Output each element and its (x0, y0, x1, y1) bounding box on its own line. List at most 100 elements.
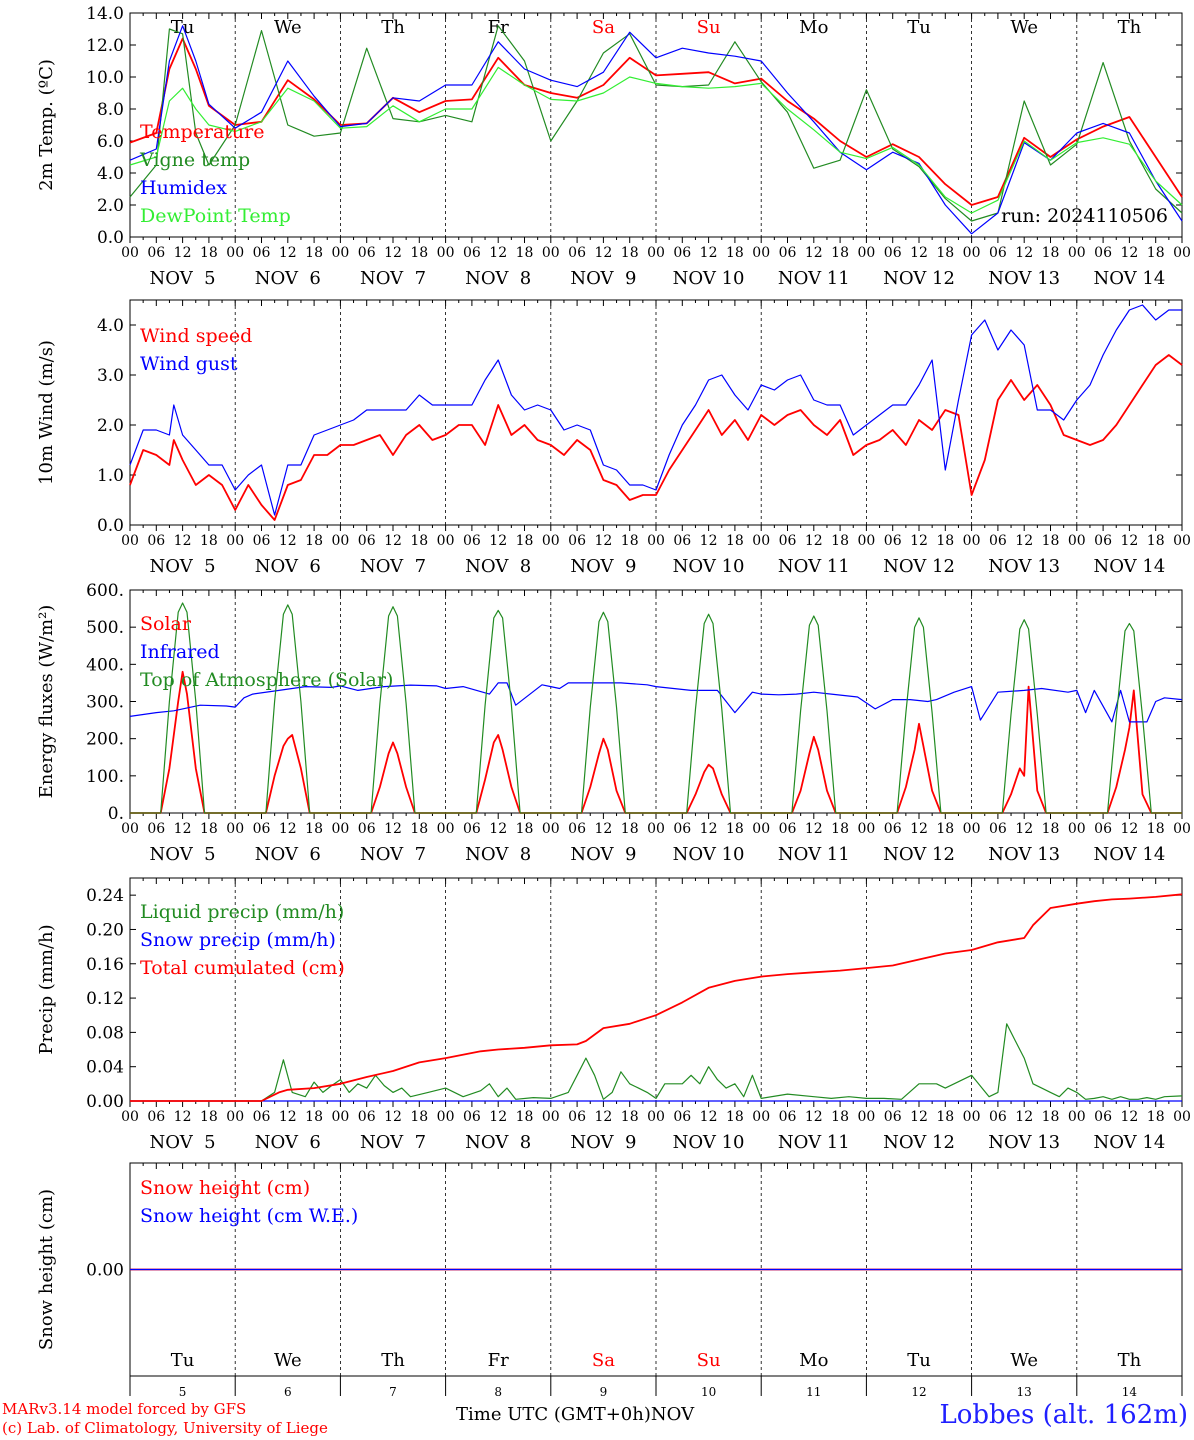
hour-tick-label: 00 (752, 245, 770, 261)
date-label: NOV 5 (150, 268, 216, 289)
hour-tick-label: 06 (253, 821, 271, 837)
date-label: NOV 12 (883, 844, 955, 865)
date-label: NOV 13 (988, 556, 1060, 577)
hour-tick-label: 06 (779, 245, 797, 261)
panel-wind: 00 06 12 18 00 06 12 18 00 06 12 18 00 06 12 18 00 06 12 18… (36, 299, 1191, 577)
hour-tick-label: 12 (805, 533, 823, 549)
hour-tick-label: 06 (568, 533, 586, 549)
day-number: 11 (806, 1385, 821, 1399)
hour-tick-label: 06 (673, 533, 691, 549)
date-label: NOV 13 (988, 268, 1060, 289)
date-label: NOV 5 (150, 844, 216, 865)
hour-tick-label: 00 (647, 821, 665, 837)
y-tick-label: 600. (86, 581, 124, 601)
hour-tick-label: 00 (963, 245, 981, 261)
hour-tick-label: 06 (673, 1109, 691, 1125)
y-tick-label: 0. (108, 804, 124, 824)
y-tick-label: 0.08 (86, 1023, 124, 1043)
hour-tick-label: 18 (516, 1109, 534, 1125)
day-number: 8 (494, 1385, 502, 1399)
hour-tick-label: 12 (700, 1109, 718, 1125)
y-tick-label: 0.16 (86, 955, 124, 975)
hour-tick-label: 06 (463, 533, 481, 549)
date-label: NOV 14 (1093, 1132, 1165, 1153)
y-tick-label: 6.0 (97, 132, 124, 152)
date-label: NOV 9 (570, 1132, 636, 1153)
hour-tick-label: 06 (463, 1109, 481, 1125)
hour-tick-label: 12 (279, 1109, 297, 1125)
hour-tick-label: 18 (726, 533, 744, 549)
date-label: NOV 14 (1093, 268, 1165, 289)
day-name: We (1010, 17, 1038, 38)
hour-tick-label: 06 (1094, 821, 1112, 837)
hour-tick-label: 12 (384, 821, 402, 837)
station-label: Lobbes (alt. 162m) (939, 1400, 1188, 1430)
y-axis-label: 10m Wind (m/s) (36, 340, 57, 485)
hour-tick-label: 00 (542, 1109, 560, 1125)
hour-tick-label: 18 (621, 245, 639, 261)
legend-entry: Wind speed (140, 325, 252, 347)
hour-tick-label: 18 (1147, 821, 1165, 837)
hour-tick-label: 18 (936, 1109, 954, 1125)
hour-tick-label: 00 (647, 245, 665, 261)
date-label: NOV 8 (465, 268, 531, 289)
hour-tick-label: 06 (147, 821, 165, 837)
hour-tick-label: 06 (358, 245, 376, 261)
y-axis-label: Precip (mm/h) (36, 924, 57, 1054)
hour-tick-label: 18 (831, 1109, 849, 1125)
date-label: NOV 8 (465, 556, 531, 577)
date-label: NOV 6 (255, 844, 321, 865)
y-tick-label: 2.0 (97, 416, 124, 436)
hour-tick-label: 12 (910, 1109, 928, 1125)
hour-tick-label: 18 (200, 821, 218, 837)
series-line-liquid-precip-mm-h- (130, 1023, 1183, 1102)
day-name: Su (697, 1350, 721, 1371)
y-tick-label: 300. (86, 693, 124, 713)
hour-tick-label: 00 (437, 821, 455, 837)
hour-tick-label: 00 (121, 821, 139, 837)
hour-tick-label: 18 (726, 821, 744, 837)
hour-tick-label: 18 (305, 821, 323, 837)
y-tick-label: 0.20 (86, 920, 124, 940)
y-tick-label: 1.0 (97, 466, 124, 486)
date-label: NOV 7 (360, 268, 426, 289)
hour-tick-label: 00 (331, 533, 349, 549)
hour-tick-label: 18 (936, 821, 954, 837)
legend-entry: Solar (140, 613, 192, 635)
date-label: NOV 14 (1093, 556, 1165, 577)
hour-tick-label: 00 (331, 245, 349, 261)
hour-tick-label: 18 (726, 245, 744, 261)
day-number: 5 (179, 1385, 187, 1399)
hour-tick-label: 12 (174, 245, 192, 261)
hour-tick-label: 12 (805, 1109, 823, 1125)
time-axis-title: Time UTC (GMT+0h) (456, 1404, 651, 1425)
hour-tick-label: 18 (1042, 821, 1060, 837)
date-label: NOV 5 (150, 556, 216, 577)
y-tick-label: 100. (86, 767, 124, 787)
y-tick-label: 3.0 (97, 366, 124, 386)
y-tick-label: 0.00 (86, 1261, 124, 1281)
legend-entry: Temperature (140, 121, 264, 143)
hour-tick-label: 12 (1120, 245, 1138, 261)
hour-tick-label: 00 (437, 245, 455, 261)
y-axis-label: Snow height (cm) (36, 1189, 57, 1350)
legend-entry: Wind gust (140, 353, 238, 375)
panel-temp: 00 06 12 18 00 06 12 18 00 06 12 18 00 06 12 18 00 06 12 18… (36, 4, 1191, 289)
hour-tick-label: 12 (489, 1109, 507, 1125)
hour-tick-label: 18 (831, 533, 849, 549)
hour-tick-label: 18 (516, 821, 534, 837)
footer-credits: MARv3.14 model forced by GFS (c) Lab. of… (2, 1400, 328, 1438)
hour-tick-label: 00 (1173, 1109, 1191, 1125)
hour-tick-label: 00 (542, 821, 560, 837)
hour-tick-label: 12 (594, 1109, 612, 1125)
hour-tick-label: 06 (989, 821, 1007, 837)
hour-tick-label: 06 (673, 245, 691, 261)
date-label: NOV 5 (150, 1132, 216, 1153)
hour-tick-label: 12 (910, 821, 928, 837)
hour-tick-label: 12 (384, 533, 402, 549)
legend-entry: Liquid precip (mm/h) (140, 901, 344, 923)
date-label: NOV 9 (570, 844, 636, 865)
y-axis-label: 2m Temp. (ºC) (36, 59, 57, 191)
hour-tick-label: 18 (621, 533, 639, 549)
hour-tick-label: 06 (358, 821, 376, 837)
